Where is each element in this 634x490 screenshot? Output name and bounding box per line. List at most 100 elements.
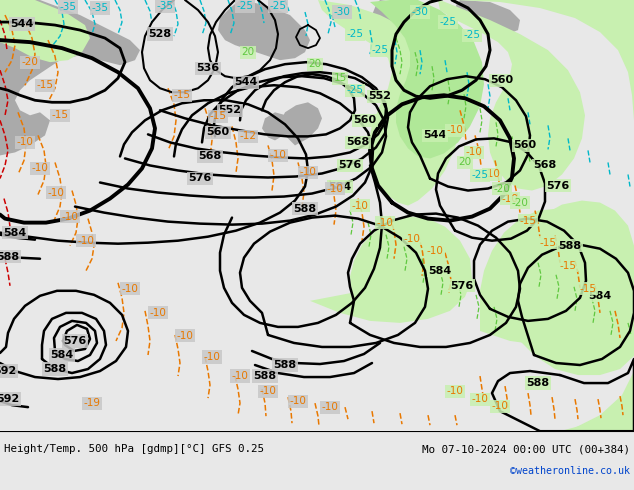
- Text: -25: -25: [463, 30, 481, 40]
- Text: 584: 584: [3, 228, 27, 238]
- Text: 576: 576: [450, 281, 474, 291]
- Polygon shape: [0, 0, 140, 155]
- Text: 588: 588: [254, 371, 276, 381]
- Text: 576: 576: [188, 173, 212, 183]
- Text: -10: -10: [321, 402, 339, 412]
- Text: -10: -10: [150, 308, 167, 318]
- Text: 20: 20: [308, 59, 321, 69]
- Polygon shape: [370, 0, 484, 158]
- Text: 544: 544: [424, 130, 447, 140]
- Text: -35: -35: [91, 3, 108, 13]
- Polygon shape: [456, 0, 520, 35]
- Text: 576: 576: [547, 180, 569, 191]
- Polygon shape: [504, 200, 634, 431]
- Text: -30: -30: [411, 7, 429, 17]
- Text: 560: 560: [207, 127, 230, 137]
- Text: -10: -10: [259, 386, 276, 396]
- Polygon shape: [560, 369, 634, 431]
- Text: 584: 584: [588, 291, 612, 301]
- Polygon shape: [480, 209, 624, 345]
- Polygon shape: [318, 0, 460, 206]
- Text: -10: -10: [352, 200, 368, 211]
- Text: 544: 544: [10, 19, 34, 29]
- Polygon shape: [218, 0, 310, 60]
- Text: 544: 544: [235, 77, 257, 87]
- Text: -15: -15: [209, 111, 226, 122]
- Text: -10: -10: [327, 184, 344, 194]
- Text: -10: -10: [299, 168, 316, 177]
- Text: 568: 568: [198, 151, 222, 161]
- Text: -20: -20: [512, 197, 528, 208]
- Text: -10: -10: [404, 234, 420, 244]
- Text: -15: -15: [37, 80, 53, 90]
- Text: -15: -15: [579, 284, 597, 294]
- Text: Mo 07-10-2024 00:00 UTC (00+384): Mo 07-10-2024 00:00 UTC (00+384): [422, 444, 630, 454]
- Text: -10: -10: [290, 396, 306, 406]
- Text: -10: -10: [204, 352, 221, 362]
- Text: 20: 20: [458, 157, 472, 168]
- Text: -25: -25: [347, 85, 363, 95]
- Text: 560: 560: [491, 75, 514, 85]
- Text: -10: -10: [32, 164, 48, 173]
- Text: 584: 584: [429, 266, 451, 276]
- Polygon shape: [455, 0, 634, 121]
- Text: 552: 552: [219, 105, 242, 115]
- Text: 588: 588: [273, 360, 297, 370]
- Text: -15: -15: [174, 90, 190, 100]
- Text: 528: 528: [148, 29, 172, 39]
- Text: 568: 568: [346, 137, 370, 147]
- Text: -10: -10: [377, 218, 394, 228]
- Text: 588: 588: [526, 378, 550, 388]
- Polygon shape: [280, 102, 322, 146]
- Text: -25: -25: [439, 17, 456, 27]
- Text: -19: -19: [84, 398, 101, 408]
- Text: 588: 588: [44, 364, 67, 374]
- Text: -10: -10: [446, 125, 463, 135]
- Text: -10: -10: [48, 188, 65, 197]
- Text: -20: -20: [493, 184, 510, 194]
- Text: -15: -15: [519, 216, 536, 225]
- Text: 560: 560: [353, 115, 377, 125]
- Text: -10: -10: [269, 150, 287, 160]
- Text: 592: 592: [0, 394, 20, 404]
- Text: -10: -10: [446, 386, 463, 396]
- Text: -25: -25: [372, 45, 389, 55]
- Text: 588: 588: [0, 252, 20, 262]
- Text: -25: -25: [347, 29, 363, 39]
- Text: -10: -10: [427, 245, 443, 256]
- Text: -10: -10: [472, 394, 488, 404]
- Text: -35: -35: [157, 1, 174, 11]
- Text: -10: -10: [484, 170, 500, 179]
- Text: -15: -15: [559, 261, 576, 271]
- Polygon shape: [372, 0, 450, 50]
- Text: 576: 576: [63, 336, 87, 346]
- Text: -10: -10: [231, 371, 249, 381]
- Text: -20: -20: [22, 57, 39, 67]
- Polygon shape: [438, 0, 585, 191]
- Text: -10: -10: [61, 212, 79, 221]
- Text: -10: -10: [491, 401, 508, 411]
- Text: -30: -30: [333, 7, 351, 17]
- Text: 584: 584: [50, 350, 74, 360]
- Text: 536: 536: [197, 63, 219, 73]
- Text: 588: 588: [294, 203, 316, 214]
- Text: -15: -15: [540, 238, 557, 247]
- Text: 15: 15: [333, 73, 347, 83]
- Text: -15: -15: [51, 110, 68, 121]
- Text: -35: -35: [60, 2, 77, 12]
- Polygon shape: [310, 217, 472, 323]
- Text: -10: -10: [465, 147, 482, 157]
- Text: -10: -10: [16, 137, 34, 147]
- Text: -25: -25: [269, 1, 287, 11]
- Text: 560: 560: [514, 141, 536, 150]
- Polygon shape: [262, 112, 290, 141]
- Text: -10: -10: [77, 236, 94, 245]
- Text: 576: 576: [339, 160, 361, 171]
- Text: -12: -12: [240, 131, 257, 142]
- Text: -10: -10: [176, 331, 193, 341]
- Text: 568: 568: [533, 160, 557, 171]
- Text: -10: -10: [122, 284, 138, 294]
- Text: ©weatheronline.co.uk: ©weatheronline.co.uk: [510, 466, 630, 476]
- Text: 592: 592: [0, 366, 16, 376]
- Text: 552: 552: [368, 91, 392, 101]
